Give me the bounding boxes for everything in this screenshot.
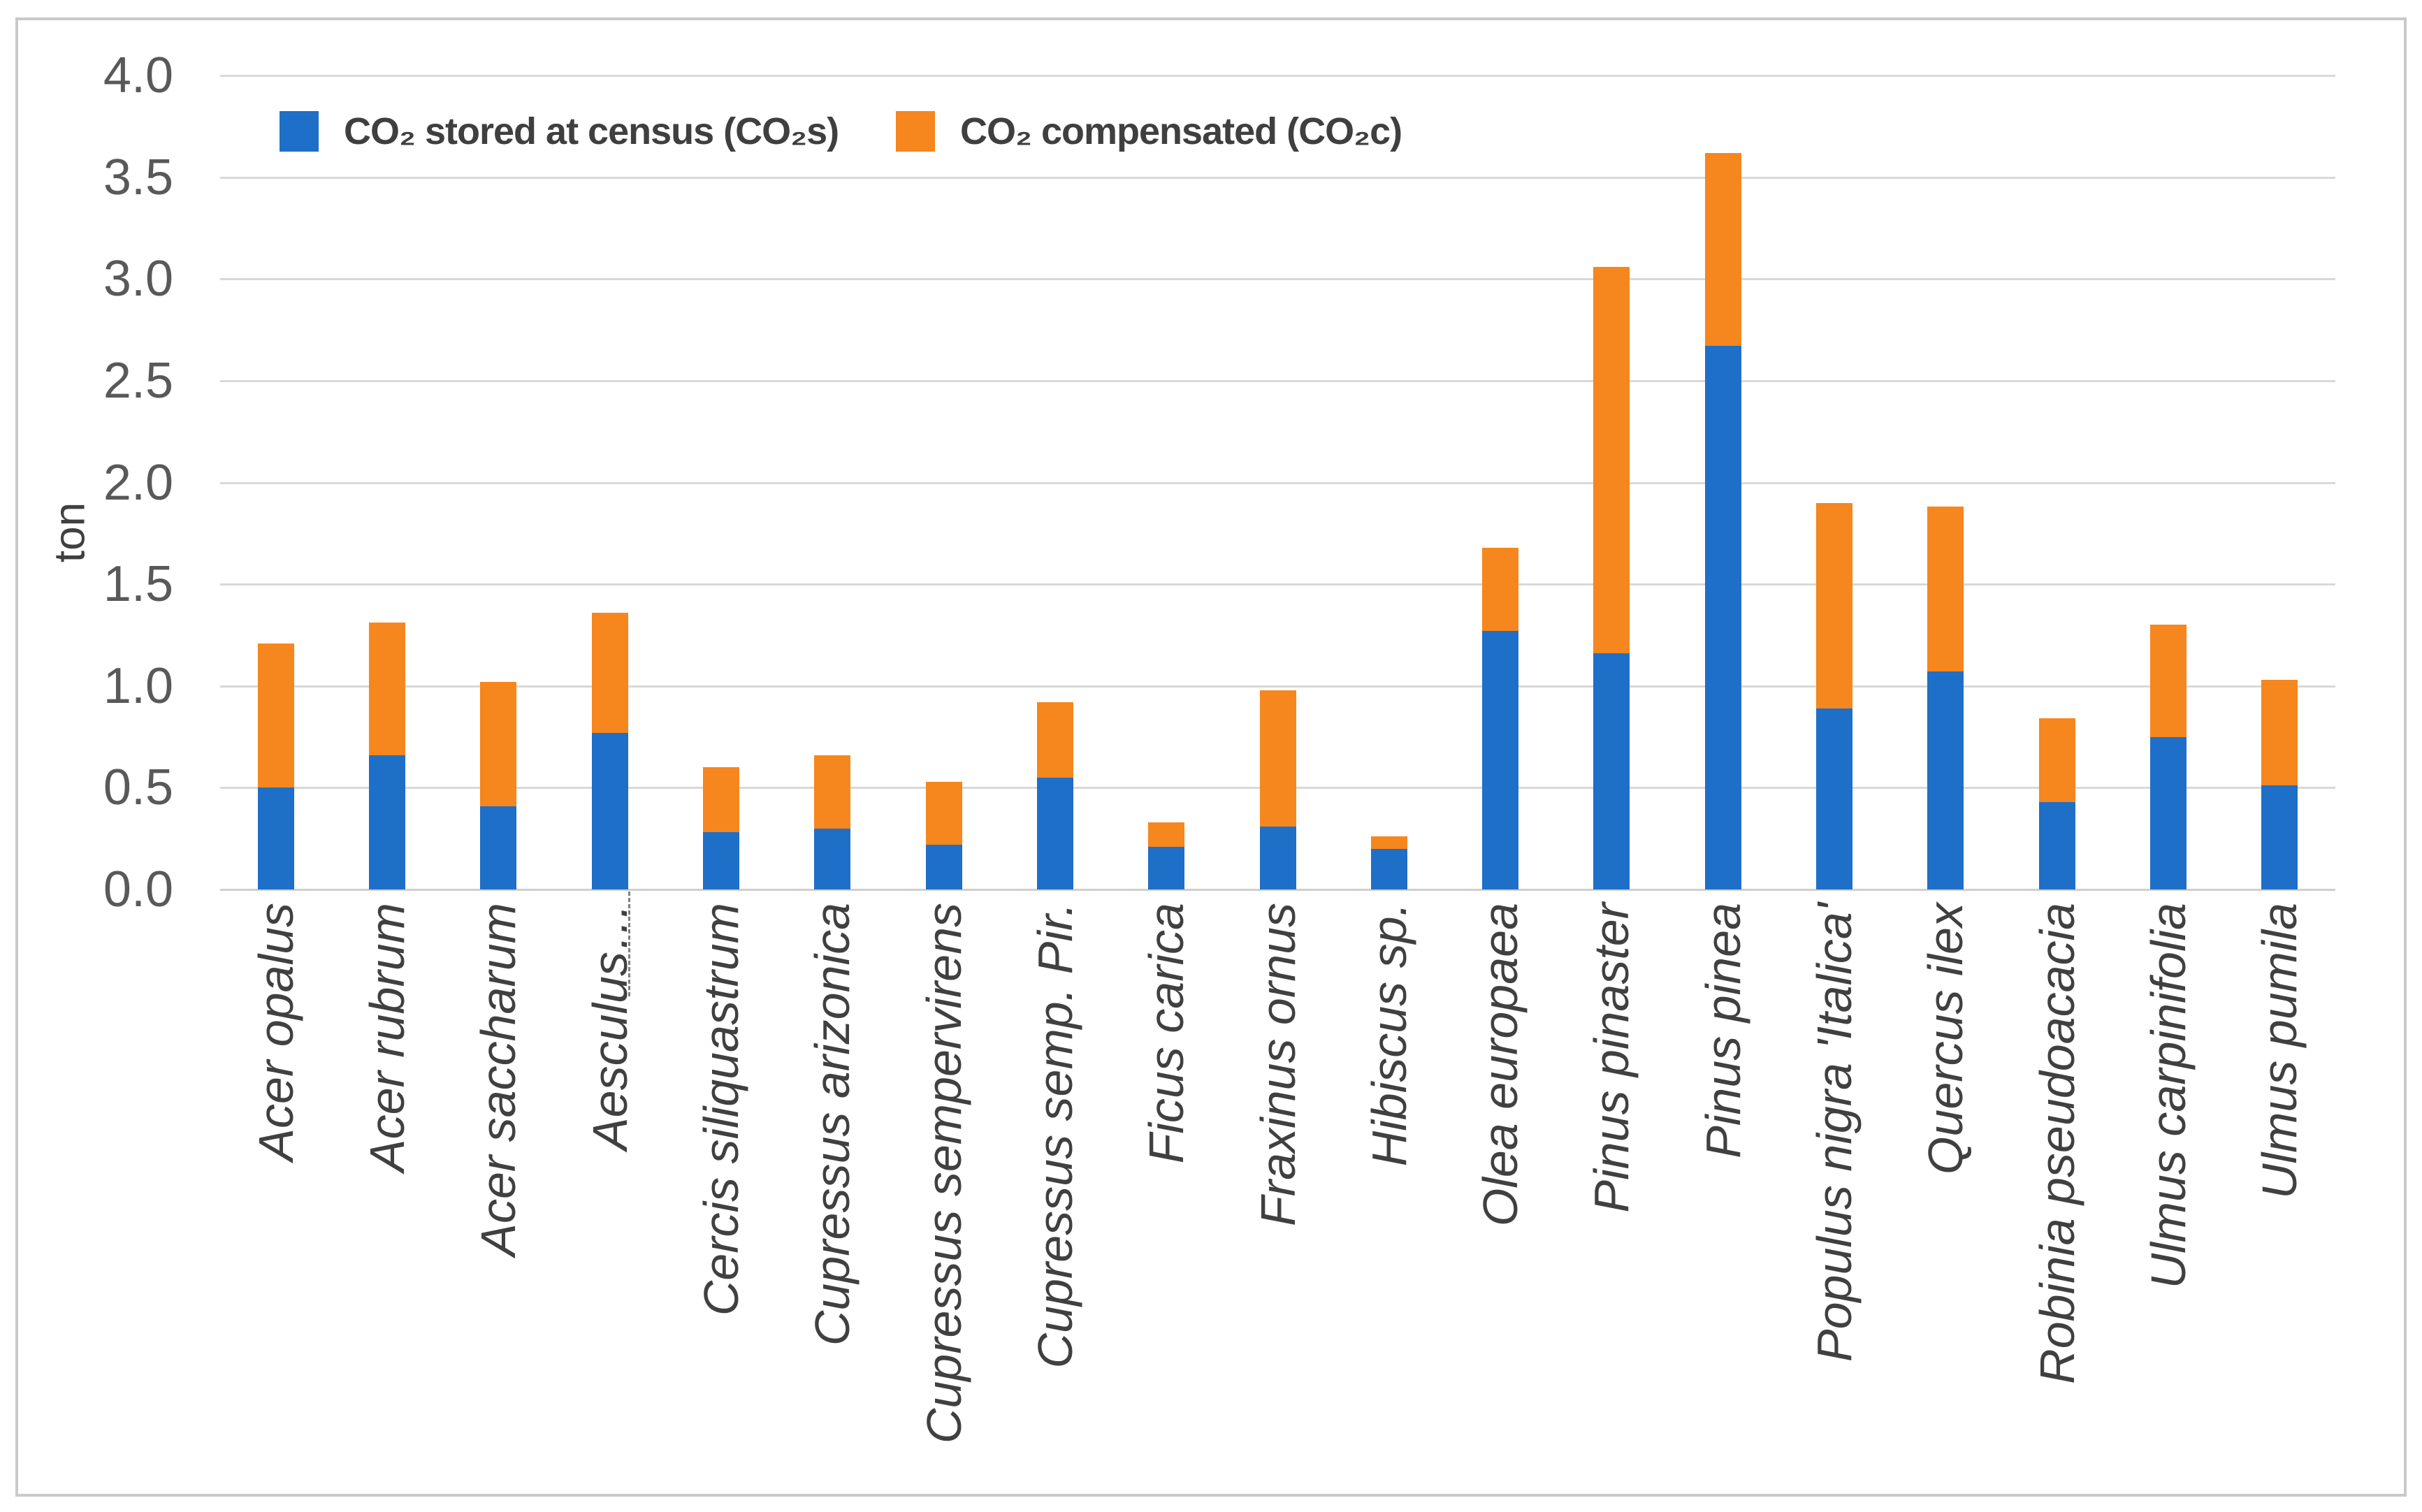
x-category-label: Quercus ilex xyxy=(1918,903,1973,1175)
y-tick-label: 3.5 xyxy=(103,149,173,205)
y-tick-label: 1.5 xyxy=(103,556,173,613)
legend-swatch-blue-icon xyxy=(280,111,319,152)
x-category-label: Pinus pinea xyxy=(1695,903,1750,1158)
legend-item: CO₂ compensated (CO₂c) xyxy=(896,110,1402,152)
bar-segment-co2-stored xyxy=(1482,631,1519,889)
legend-label: CO₂ stored at census (CO₂s) xyxy=(344,110,839,152)
bar-segment-co2-compensated xyxy=(257,643,294,788)
y-tick-label: 4.0 xyxy=(103,48,173,103)
y-tick-label: 0.5 xyxy=(103,759,173,816)
x-category-label: Hibiscus sp. xyxy=(1361,903,1416,1167)
x-axis-line xyxy=(220,889,2335,891)
bar-segment-co2-stored xyxy=(2150,736,2187,889)
bar-segment-co2-stored xyxy=(1704,346,1741,889)
gridline xyxy=(220,176,2335,179)
bar-segment-co2-stored xyxy=(814,828,851,889)
bar-segment-co2-stored xyxy=(1370,848,1407,889)
gridline xyxy=(220,75,2335,77)
bar-segment-co2-compensated xyxy=(1482,547,1519,632)
y-axis-title: ton xyxy=(45,502,94,563)
bar-segment-co2-compensated xyxy=(1927,507,1964,672)
x-category-label: Acer opalus xyxy=(248,903,303,1161)
legend-label: CO₂ compensated (CO₂c) xyxy=(960,110,1402,152)
bar-segment-co2-compensated xyxy=(702,767,739,833)
gridline xyxy=(220,379,2335,382)
legend-swatch-orange-icon xyxy=(896,111,935,152)
bar-segment-co2-compensated xyxy=(2038,718,2075,802)
y-tick-label: 2.0 xyxy=(103,454,173,511)
y-tick-label: 2.5 xyxy=(103,352,173,409)
bar-segment-co2-compensated xyxy=(1036,702,1073,778)
x-category-label: Ulmus pumila xyxy=(2252,903,2307,1199)
x-category-label: Acer rubrum xyxy=(359,903,414,1172)
bar-segment-co2-compensated xyxy=(2261,680,2298,786)
x-category-label: Olea europaea xyxy=(1473,903,1528,1227)
x-category-label: Cupressus semp. Pir. xyxy=(1027,903,1082,1369)
x-category-label: Ficus carica xyxy=(1139,903,1194,1164)
x-category-label: Pinus pinaster xyxy=(1584,903,1639,1213)
bar-segment-co2-stored xyxy=(1927,671,1964,889)
x-category-label: Cupressus arizonica xyxy=(805,903,860,1346)
bar-segment-co2-stored xyxy=(1593,653,1630,889)
bar-segment-co2-stored xyxy=(1816,708,1853,889)
bar-segment-co2-compensated xyxy=(368,623,405,755)
x-category-label: Acer saccharum xyxy=(471,903,526,1256)
bar-segment-co2-compensated xyxy=(480,681,517,806)
bar-segment-co2-stored xyxy=(925,844,962,889)
bar-segment-co2-stored xyxy=(702,832,739,889)
bar-segment-co2-compensated xyxy=(814,755,851,829)
bar-segment-co2-stored xyxy=(1259,826,1296,889)
bar-segment-co2-stored xyxy=(1036,777,1073,889)
bar-segment-co2-compensated xyxy=(1593,266,1630,654)
gridline xyxy=(220,278,2335,281)
bar-segment-co2-compensated xyxy=(591,612,628,733)
x-category-label: Ulmus carpinifolia xyxy=(2141,903,2196,1289)
y-tick-label: 0.0 xyxy=(103,862,173,917)
x-category-label: Cupressus sempervirens xyxy=(916,903,971,1444)
gridline xyxy=(220,685,2335,688)
figure-border xyxy=(15,17,2407,1497)
bar-segment-co2-stored xyxy=(480,806,517,889)
gridline xyxy=(220,583,2335,586)
bar-segment-co2-compensated xyxy=(1704,152,1741,347)
bar-segment-co2-stored xyxy=(1148,846,1185,889)
bar-segment-co2-compensated xyxy=(2150,625,2187,737)
bar-segment-co2-compensated xyxy=(1148,822,1185,847)
x-category-label: Robinia pseudoacacia xyxy=(2029,903,2084,1384)
bar-segment-co2-compensated xyxy=(1259,690,1296,827)
y-tick-label: 3.0 xyxy=(103,251,173,307)
bar-segment-co2-compensated xyxy=(1816,502,1853,708)
bar-segment-co2-compensated xyxy=(1370,836,1407,849)
bar-segment-co2-stored xyxy=(257,787,294,889)
bar-segment-co2-stored xyxy=(368,755,405,889)
gridline xyxy=(220,481,2335,484)
x-category-label: Populus nigra 'Italica' xyxy=(1807,903,1862,1362)
bar-segment-co2-stored xyxy=(591,732,628,889)
x-category-label: Cercis siliquastrum xyxy=(693,903,748,1316)
truncated-label-leader-line xyxy=(628,892,630,996)
bar-segment-co2-compensated xyxy=(925,781,962,845)
legend-item: CO₂ stored at census (CO₂s) xyxy=(280,110,839,152)
y-tick-label: 1.0 xyxy=(103,657,173,714)
bar-segment-co2-stored xyxy=(2038,801,2075,889)
x-category-label: Fraxinus ornus xyxy=(1250,903,1305,1226)
bar-segment-co2-stored xyxy=(2261,785,2298,889)
